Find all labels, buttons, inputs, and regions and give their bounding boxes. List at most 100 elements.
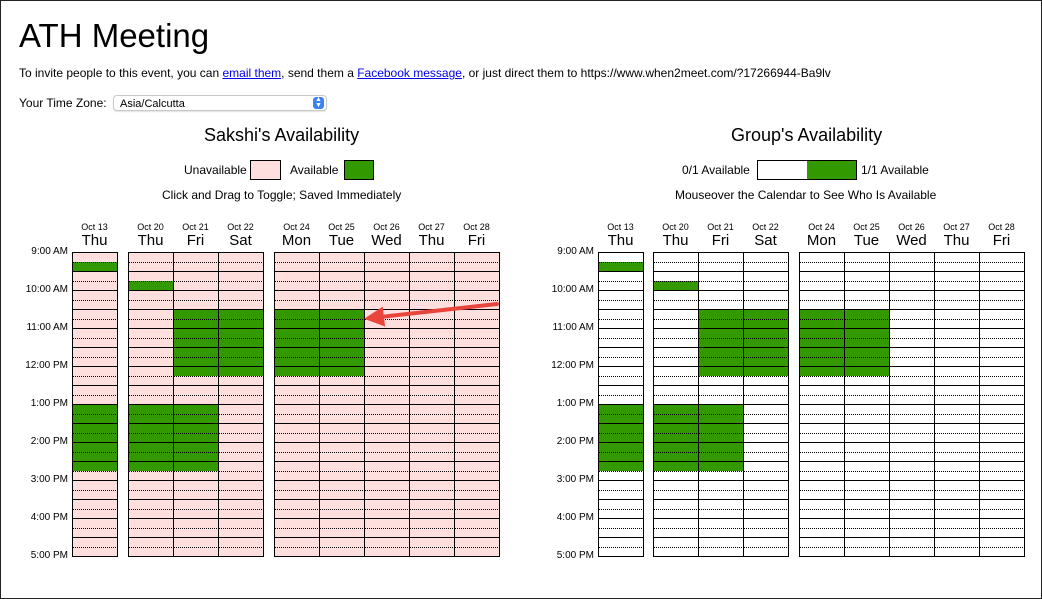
- personal-time-slot[interactable]: [72, 281, 118, 291]
- personal-time-slot[interactable]: [218, 414, 264, 424]
- personal-time-slot[interactable]: [454, 404, 500, 415]
- personal-time-slot[interactable]: [454, 347, 500, 358]
- personal-time-slot[interactable]: [454, 271, 500, 282]
- personal-time-slot[interactable]: [454, 376, 500, 386]
- personal-time-slot[interactable]: [274, 547, 320, 557]
- personal-time-slot[interactable]: [218, 480, 264, 491]
- personal-time-slot[interactable]: [72, 300, 118, 310]
- personal-time-slot[interactable]: [72, 395, 118, 405]
- personal-time-slot[interactable]: [72, 461, 118, 472]
- personal-time-slot[interactable]: [218, 262, 264, 272]
- personal-time-slot[interactable]: [454, 547, 500, 557]
- personal-time-slot[interactable]: [454, 442, 500, 453]
- personal-time-slot[interactable]: [454, 423, 500, 434]
- personal-time-slot[interactable]: [454, 414, 500, 424]
- facebook-link[interactable]: Facebook message: [357, 66, 462, 80]
- personal-time-slot[interactable]: [218, 357, 264, 367]
- personal-time-slot[interactable]: [454, 518, 500, 529]
- personal-time-slot[interactable]: [72, 366, 118, 377]
- personal-time-slot[interactable]: [72, 385, 118, 396]
- personal-time-slot[interactable]: [454, 499, 500, 510]
- personal-time-slot[interactable]: [218, 404, 264, 415]
- personal-time-slot[interactable]: [454, 262, 500, 272]
- personal-time-slot[interactable]: [128, 547, 174, 557]
- personal-time-slot[interactable]: [72, 480, 118, 491]
- personal-time-slot[interactable]: [72, 490, 118, 500]
- personal-time-slot[interactable]: [72, 319, 118, 329]
- personal-time-slot[interactable]: [218, 338, 264, 348]
- email-link[interactable]: email them: [222, 66, 282, 80]
- personal-time-slot[interactable]: [454, 290, 500, 301]
- personal-time-slot[interactable]: [72, 471, 118, 481]
- personal-time-slot[interactable]: [218, 471, 264, 481]
- personal-time-slot[interactable]: [218, 537, 264, 548]
- personal-time-slot[interactable]: [409, 547, 455, 557]
- personal-time-slot[interactable]: [454, 528, 500, 538]
- personal-time-slot[interactable]: [218, 452, 264, 462]
- personal-time-slot[interactable]: [218, 442, 264, 453]
- personal-time-slot[interactable]: [454, 480, 500, 491]
- personal-time-slot[interactable]: [72, 442, 118, 453]
- personal-time-slot[interactable]: [454, 366, 500, 377]
- personal-time-slot[interactable]: [72, 338, 118, 348]
- personal-time-slot[interactable]: [72, 404, 118, 415]
- personal-time-slot[interactable]: [454, 433, 500, 443]
- personal-time-slot[interactable]: [218, 376, 264, 386]
- personal-time-slot[interactable]: [218, 366, 264, 377]
- personal-time-slot[interactable]: [319, 547, 365, 557]
- personal-time-slot[interactable]: [454, 452, 500, 462]
- personal-time-slot[interactable]: [72, 423, 118, 434]
- personal-time-slot[interactable]: [72, 499, 118, 510]
- personal-time-slot[interactable]: [218, 271, 264, 282]
- personal-time-slot[interactable]: [218, 252, 264, 263]
- personal-time-slot[interactable]: [72, 262, 118, 272]
- personal-time-slot[interactable]: [72, 509, 118, 519]
- personal-time-slot[interactable]: [72, 452, 118, 462]
- personal-time-slot[interactable]: [72, 433, 118, 443]
- personal-time-slot[interactable]: [218, 423, 264, 434]
- personal-time-slot[interactable]: [454, 461, 500, 472]
- personal-time-slot[interactable]: [218, 309, 264, 320]
- personal-time-slot[interactable]: [218, 385, 264, 396]
- personal-time-slot[interactable]: [72, 414, 118, 424]
- personal-time-slot[interactable]: [72, 518, 118, 529]
- personal-time-slot[interactable]: [72, 376, 118, 386]
- personal-time-slot[interactable]: [454, 385, 500, 396]
- personal-time-slot[interactable]: [72, 271, 118, 282]
- personal-time-slot[interactable]: [173, 547, 219, 557]
- personal-time-slot[interactable]: [454, 509, 500, 519]
- personal-time-slot[interactable]: [218, 395, 264, 405]
- personal-time-slot[interactable]: [218, 290, 264, 301]
- personal-time-slot[interactable]: [454, 537, 500, 548]
- personal-time-slot[interactable]: [454, 281, 500, 291]
- personal-time-slot[interactable]: [72, 547, 118, 557]
- personal-time-slot[interactable]: [454, 490, 500, 500]
- personal-time-slot[interactable]: [218, 509, 264, 519]
- personal-time-slot[interactable]: [218, 499, 264, 510]
- personal-time-slot[interactable]: [218, 328, 264, 339]
- personal-time-slot[interactable]: [218, 461, 264, 472]
- personal-time-slot[interactable]: [454, 395, 500, 405]
- personal-time-slot[interactable]: [72, 328, 118, 339]
- personal-time-slot[interactable]: [72, 357, 118, 367]
- personal-time-slot[interactable]: [454, 471, 500, 481]
- personal-time-slot[interactable]: [454, 357, 500, 367]
- personal-time-slot[interactable]: [454, 319, 500, 329]
- personal-time-slot[interactable]: [218, 490, 264, 500]
- personal-time-slot[interactable]: [72, 252, 118, 263]
- personal-time-slot[interactable]: [72, 537, 118, 548]
- timezone-select[interactable]: Asia/Calcutta ▲ ▼: [113, 95, 327, 111]
- personal-time-slot[interactable]: [218, 281, 264, 291]
- personal-time-slot[interactable]: [364, 547, 410, 557]
- personal-time-slot[interactable]: [218, 433, 264, 443]
- personal-time-slot[interactable]: [72, 528, 118, 538]
- personal-time-slot[interactable]: [72, 290, 118, 301]
- personal-time-slot[interactable]: [454, 328, 500, 339]
- personal-time-slot[interactable]: [218, 300, 264, 310]
- personal-time-slot[interactable]: [454, 338, 500, 348]
- personal-time-slot[interactable]: [454, 252, 500, 263]
- personal-time-slot[interactable]: [218, 528, 264, 538]
- personal-time-slot[interactable]: [218, 319, 264, 329]
- personal-time-slot[interactable]: [72, 347, 118, 358]
- personal-time-slot[interactable]: [218, 347, 264, 358]
